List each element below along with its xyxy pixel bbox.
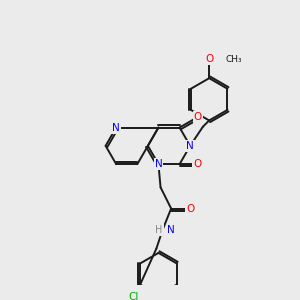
- Text: N: N: [167, 225, 175, 235]
- Text: N: N: [112, 122, 120, 133]
- Text: O: O: [194, 159, 202, 169]
- Text: CH₃: CH₃: [225, 55, 242, 64]
- Text: N: N: [154, 159, 162, 169]
- Text: N: N: [186, 141, 194, 151]
- Text: Cl: Cl: [128, 292, 138, 300]
- Text: O: O: [194, 112, 202, 122]
- Text: H: H: [155, 225, 163, 235]
- Text: O: O: [186, 203, 194, 214]
- Text: O: O: [205, 54, 213, 64]
